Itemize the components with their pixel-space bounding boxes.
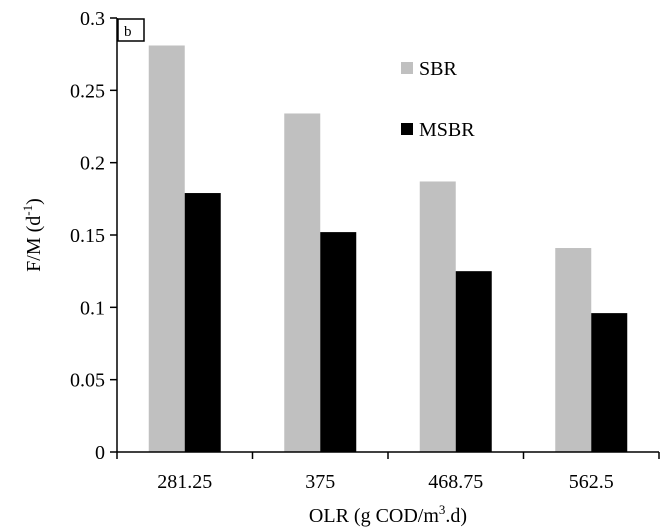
- panel-label: b: [124, 24, 132, 40]
- y-axis-title: F/M (d-1): [20, 198, 45, 272]
- bar-sbr-281.25: [148, 45, 185, 453]
- bar-sbr-468.75: [419, 181, 456, 452]
- bar-msbr-468.75: [455, 271, 492, 452]
- y-tick-label: 0: [95, 442, 105, 464]
- y-ticks-group: 0 0.05 0.1 0.15 0.2 0.25 0.3: [70, 8, 117, 464]
- x-tick-label: 468.75: [428, 471, 483, 493]
- y-tick-label: 0.05: [70, 370, 105, 392]
- legend-swatch-msbr: [401, 123, 413, 135]
- legend-label-msbr: MSBR: [419, 119, 475, 141]
- y-tick-label: 0.25: [70, 80, 105, 102]
- x-tick-label: 375: [305, 471, 335, 493]
- panel-label-box: b: [117, 18, 145, 42]
- legend-label-sbr: SBR: [419, 58, 457, 80]
- bar-sbr-375: [284, 113, 321, 452]
- x-tick-label: 281.25: [157, 471, 212, 493]
- y-tick-label: 0.3: [80, 8, 105, 30]
- y-tick-label: 0.2: [80, 153, 105, 175]
- bar-msbr-562.5: [591, 313, 628, 452]
- legend: SBR MSBR: [401, 58, 475, 141]
- bar-msbr-375: [320, 232, 357, 452]
- bars-group: [148, 45, 628, 453]
- legend-swatch-sbr: [401, 62, 413, 74]
- x-tick-label: 562.5: [569, 471, 614, 493]
- y-tick-label: 0.15: [70, 225, 105, 247]
- x-ticks-group: 281.25 375 468.75 562.5: [116, 452, 660, 493]
- bar-msbr-281.25: [184, 193, 221, 452]
- y-tick-label: 0.1: [80, 297, 105, 319]
- x-axis-title: OLR (g COD/m3.d): [309, 502, 467, 527]
- bar-sbr-562.5: [555, 248, 592, 452]
